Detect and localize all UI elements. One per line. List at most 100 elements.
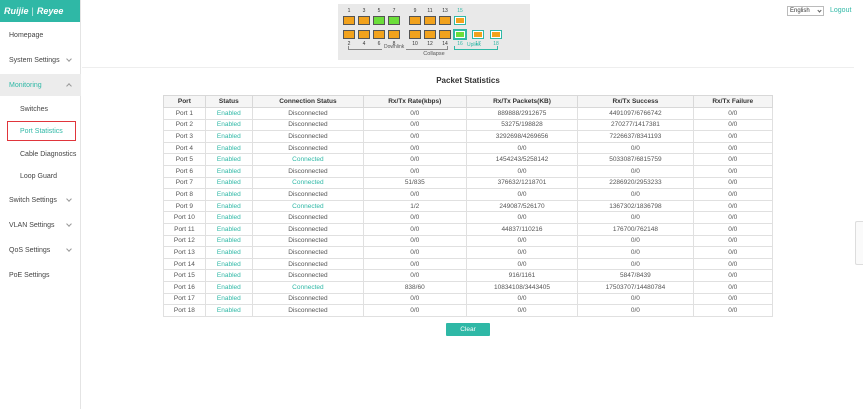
sidebar-item-cable-diagnostics[interactable]: Cable Diagnostics	[0, 143, 81, 165]
table-row: Port 13 Enabled Disconnected 0/0 0/0 0/0 0/0	[163, 246, 774, 259]
port-16-icon[interactable]	[453, 29, 467, 40]
port-13-icon[interactable]	[439, 16, 451, 25]
table-cell: Enabled	[204, 269, 253, 282]
sidebar-item-label: Port Statistics	[20, 127, 63, 135]
table-cell: Port 4	[163, 141, 206, 155]
port-1-icon[interactable]	[343, 16, 355, 25]
logout-link[interactable]: Logout	[830, 7, 852, 14]
sidebar-item-vlan-settings[interactable]: VLAN Settings	[0, 214, 81, 236]
table-row: Port 16 Enabled Connected 838/60 10834108/34…	[163, 280, 774, 294]
table-cell: 0/0	[577, 257, 694, 271]
table-cell: Disconnected	[251, 164, 364, 178]
table-cell: Enabled	[204, 246, 253, 259]
table-cell: 0/0	[362, 211, 467, 224]
table-cell: 0/0	[465, 246, 579, 259]
clear-button[interactable]: Clear	[446, 323, 490, 336]
table-cell: Port 9	[163, 199, 206, 213]
port-11-icon[interactable]	[424, 16, 436, 25]
table-cell: 5847/8439	[577, 269, 694, 282]
port-number-label: 12	[427, 41, 433, 47]
column-header: Rx/Tx Packets(KB)	[465, 95, 579, 108]
table-cell: 51/835	[362, 176, 467, 190]
table-cell: 0/0	[577, 234, 694, 248]
sidebar-item-switches[interactable]: Switches	[0, 98, 81, 120]
table-cell: Connected	[251, 199, 364, 213]
port-15-icon[interactable]	[454, 16, 466, 25]
table-cell: Port 5	[163, 153, 206, 166]
sidebar-item-poe-settings[interactable]: PoE Settings	[0, 264, 81, 286]
table-cell: 0/0	[465, 234, 579, 248]
table-row: Port 18 Enabled Disconnected 0/0 0/0 0/0 0/0	[163, 304, 774, 317]
brand-logo: Ruijie | Reyee	[0, 0, 80, 22]
sidebar-item-monitoring[interactable]: Monitoring	[0, 74, 81, 96]
port-5-icon[interactable]	[373, 16, 385, 25]
port-2-icon[interactable]	[343, 30, 355, 39]
chevron-up-icon	[66, 83, 72, 89]
port-6-icon[interactable]	[373, 30, 385, 39]
table-cell: 1/2	[362, 199, 467, 213]
table-cell: 0/0	[465, 211, 579, 224]
port-9-icon[interactable]	[409, 16, 421, 25]
table-cell: 0/0	[692, 176, 774, 190]
port-4-icon[interactable]	[358, 30, 370, 39]
port-number-label: 17	[475, 41, 481, 47]
column-header: Status	[204, 95, 253, 108]
port-17-icon[interactable]	[472, 30, 484, 39]
uplink-label: Uplink	[465, 42, 483, 48]
scrollbar-handle[interactable]	[855, 221, 863, 265]
sidebar-item-qos-settings[interactable]: QoS Settings	[0, 239, 81, 261]
table-cell: 0/0	[577, 246, 694, 259]
table-cell: Disconnected	[251, 304, 364, 317]
collapse-button[interactable]: Collapse	[423, 51, 445, 57]
table-cell: Port 8	[163, 188, 206, 201]
table-cell: Port 16	[163, 280, 206, 294]
sidebar-item-system-settings[interactable]: System Settings	[0, 49, 81, 71]
port-number-label: 13	[442, 8, 448, 14]
sidebar-item-switch-settings[interactable]: Switch Settings	[0, 189, 81, 211]
sidebar-item-homepage[interactable]: Homepage	[0, 24, 81, 46]
table-cell: 2286920/2953233	[577, 176, 694, 190]
port-3-icon[interactable]	[358, 16, 370, 25]
table-cell: Enabled	[204, 304, 253, 317]
table-cell: Port 17	[163, 292, 206, 306]
table-cell: Disconnected	[251, 234, 364, 248]
port-8-icon[interactable]	[388, 30, 400, 39]
table-cell: Disconnected	[251, 188, 364, 201]
port-18-icon[interactable]	[490, 30, 502, 39]
sidebar-item-port-statistics[interactable]: Port Statistics	[7, 121, 76, 141]
table-cell: 0/0	[692, 246, 774, 259]
table-cell: Disconnected	[251, 130, 364, 143]
table-row: Port 7 Enabled Connected 51/835 376632/12187…	[163, 176, 774, 190]
chevron-down-icon	[66, 196, 72, 202]
table-cell: 3292698/4269656	[465, 130, 579, 143]
table-cell: Disconnected	[251, 257, 364, 271]
table-header-row: Port Status Connection Status Rx/Tx Rate(kb…	[163, 95, 774, 108]
sidebar-item-label: Loop Guard	[20, 172, 57, 180]
table-cell: Enabled	[204, 141, 253, 155]
table-cell: 0/0	[577, 188, 694, 201]
port-14-icon[interactable]	[439, 30, 451, 39]
table-cell: Enabled	[204, 292, 253, 306]
port-10-icon[interactable]	[409, 30, 421, 39]
table-cell: 5033087/6815759	[577, 153, 694, 166]
page-title: Packet Statistics	[436, 76, 500, 85]
port-12-icon[interactable]	[424, 30, 436, 39]
language-select[interactable]: English	[787, 6, 824, 16]
chevron-down-icon	[817, 7, 822, 13]
column-header: Rx/Tx Success	[577, 95, 694, 108]
table-row: Port 3 Enabled Disconnected 0/0 3292698/4269…	[163, 130, 774, 143]
table-cell: Port 10	[163, 211, 206, 224]
table-cell: 0/0	[362, 234, 467, 248]
sidebar-item-loop-guard[interactable]: Loop Guard	[0, 165, 81, 187]
port-number-label: 4	[362, 41, 366, 47]
port-7-icon[interactable]	[388, 16, 400, 25]
chevron-down-icon	[66, 221, 72, 227]
table-cell: 10834108/3443405	[465, 280, 579, 294]
brand-name: Ruijie	[4, 6, 29, 16]
table-row: Port 5 Enabled Connected 0/0 1454243/5258142…	[163, 153, 774, 166]
table-cell: 0/0	[362, 292, 467, 306]
port-number-label: 11	[427, 8, 433, 14]
table-cell: Enabled	[204, 257, 253, 271]
table-cell: 1367302/1836798	[577, 199, 694, 213]
